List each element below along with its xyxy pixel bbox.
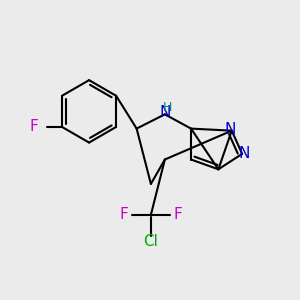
Text: F: F: [29, 119, 38, 134]
Text: F: F: [173, 207, 182, 222]
Text: Cl: Cl: [143, 234, 158, 249]
Text: F: F: [120, 207, 129, 222]
Text: H: H: [163, 101, 172, 114]
Text: N: N: [159, 105, 170, 120]
Text: N: N: [239, 146, 250, 161]
Text: N: N: [225, 122, 236, 137]
